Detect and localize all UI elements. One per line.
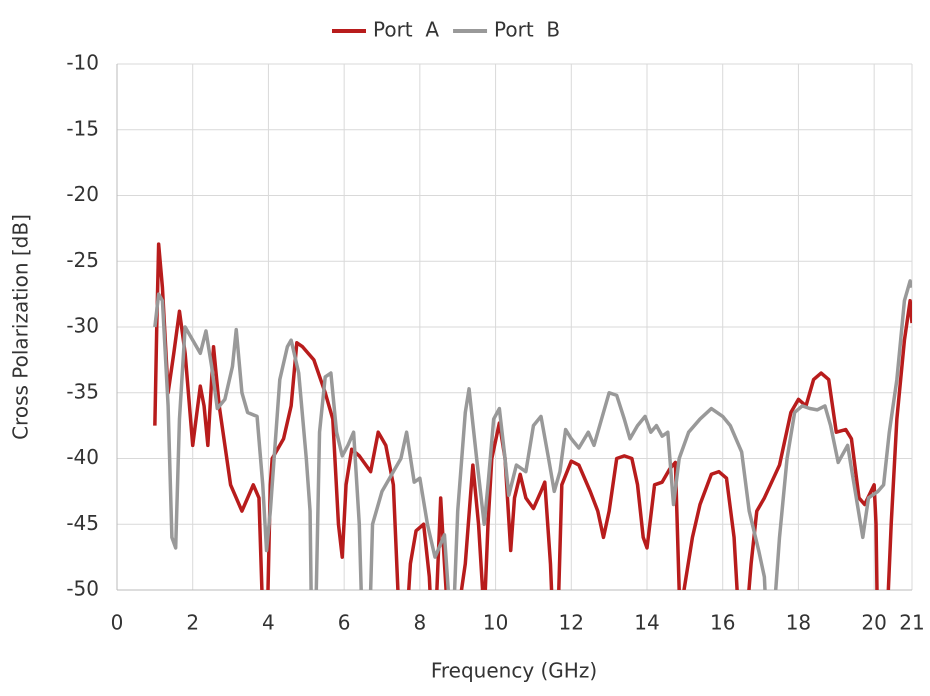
x-tick-label: 21: [899, 611, 924, 635]
y-axis-label: Cross Polarization [dB]: [9, 214, 33, 440]
y-tick-label: -45: [66, 511, 99, 535]
x-tick-label: 14: [634, 611, 659, 635]
x-tick-label: 0: [111, 611, 124, 635]
x-tick-label: 16: [710, 611, 735, 635]
x-tick-label: 12: [559, 611, 584, 635]
y-tick-label: -50: [66, 577, 99, 601]
y-tick-label: -25: [66, 248, 99, 272]
x-tick-label: 2: [186, 611, 199, 635]
x-tick-label: 20: [861, 611, 886, 635]
line-series: [153, 279, 912, 590]
y-tick-label: -30: [66, 314, 99, 338]
legend-label: Port A: [373, 18, 439, 42]
legend: Port A Port B: [332, 18, 560, 42]
x-tick-label: 8: [413, 611, 426, 635]
y-tick-label: -20: [66, 182, 99, 206]
x-tick-label: 18: [786, 611, 811, 635]
x-tick-label: 4: [262, 611, 275, 635]
x-tick-label: 10: [483, 611, 508, 635]
y-tick-label: -40: [66, 445, 99, 469]
x-tick-label: 6: [338, 611, 351, 635]
y-tick-label: -10: [66, 51, 99, 75]
y-tick-label: -15: [66, 116, 99, 140]
legend-label: Port B: [494, 18, 560, 42]
x-axis-label: Frequency (GHz): [431, 659, 597, 683]
y-tick-label: -35: [66, 379, 99, 403]
